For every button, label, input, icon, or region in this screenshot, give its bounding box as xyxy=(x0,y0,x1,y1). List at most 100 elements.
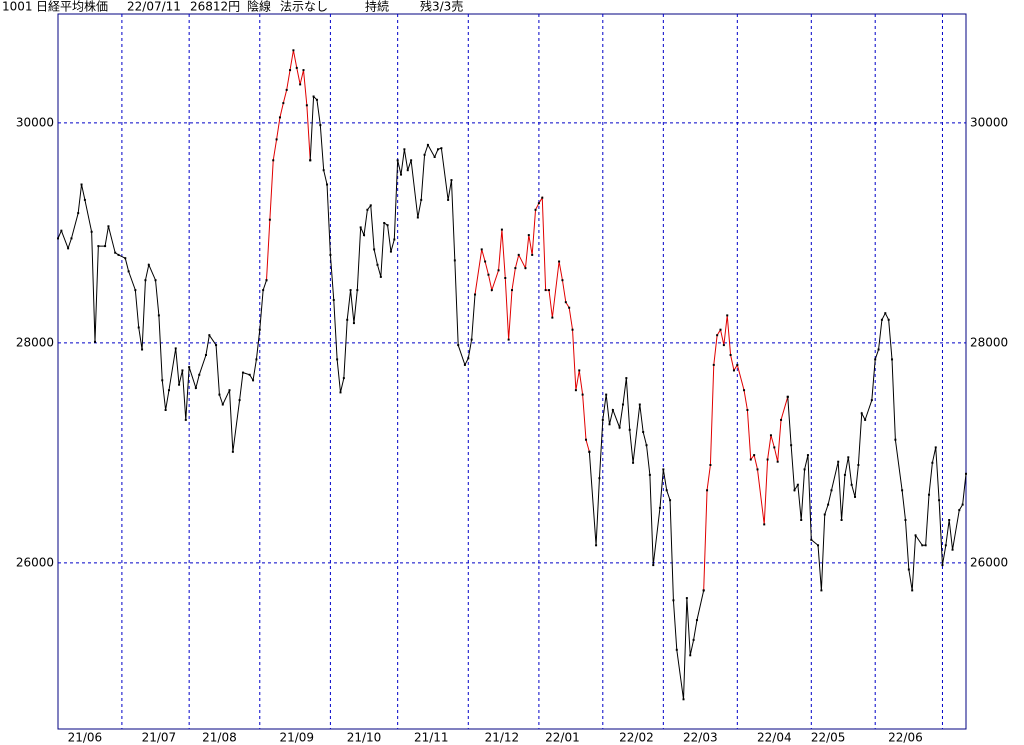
price-point xyxy=(763,523,766,526)
price-point xyxy=(658,506,661,509)
price-point xyxy=(921,544,924,547)
price-point xyxy=(299,83,302,86)
price-point xyxy=(884,312,887,315)
price-point xyxy=(638,403,641,406)
price-point xyxy=(561,279,564,282)
price-point xyxy=(204,354,207,356)
price-point xyxy=(823,513,826,516)
price-point xyxy=(524,267,527,270)
price-point xyxy=(941,564,944,567)
price-point xyxy=(928,493,931,496)
price-point xyxy=(292,49,295,52)
price-point xyxy=(911,589,914,592)
price-point xyxy=(470,338,473,341)
price-point xyxy=(147,263,150,266)
x-tick-label: 22/02 xyxy=(619,731,654,745)
price-point xyxy=(346,318,349,321)
price-point xyxy=(117,253,120,256)
price-point xyxy=(904,519,907,521)
price-point xyxy=(339,391,342,394)
price-point xyxy=(531,253,534,256)
price-point xyxy=(137,326,140,329)
price-point xyxy=(544,289,547,292)
price-point xyxy=(541,196,544,199)
price-point xyxy=(675,648,678,651)
y-tick-label: 30000 xyxy=(16,115,54,129)
price-point xyxy=(864,418,867,421)
price-point xyxy=(504,277,507,279)
price-point xyxy=(887,318,890,321)
price-point xyxy=(268,218,271,221)
price-point xyxy=(880,318,883,321)
price-point xyxy=(527,234,530,237)
y-tick-label: 26000 xyxy=(16,555,54,569)
x-tick-label: 21/12 xyxy=(485,731,520,745)
price-point xyxy=(581,393,584,396)
price-point xyxy=(618,426,621,429)
price-point xyxy=(551,316,554,319)
price-point xyxy=(830,489,833,492)
x-tick-label: 22/04 xyxy=(757,731,792,745)
price-point xyxy=(517,253,520,256)
price-point xyxy=(874,358,877,361)
price-point xyxy=(194,387,197,389)
price-line xyxy=(309,95,476,393)
price-point xyxy=(756,468,759,471)
price-point xyxy=(854,495,857,498)
price-point xyxy=(746,409,749,411)
price-point xyxy=(349,289,352,292)
price-point xyxy=(514,267,517,270)
price-point xyxy=(840,519,843,521)
price-point xyxy=(265,279,268,282)
price-point xyxy=(692,638,695,641)
price-point xyxy=(416,216,419,219)
price-point xyxy=(457,344,460,347)
price-point xyxy=(487,273,490,276)
price-point xyxy=(440,147,443,150)
price-point xyxy=(278,116,281,119)
price-line xyxy=(57,184,267,452)
price-point xyxy=(800,519,803,521)
price-point xyxy=(648,473,651,476)
price-point xyxy=(248,373,251,376)
price-point xyxy=(857,464,860,466)
price-point xyxy=(776,460,779,463)
price-point xyxy=(336,358,339,361)
price-point xyxy=(796,483,799,486)
price-point xyxy=(850,483,853,486)
price-point xyxy=(598,477,601,480)
price-point xyxy=(60,229,63,232)
price-point xyxy=(114,251,117,254)
price-point xyxy=(352,322,355,325)
price-point xyxy=(342,377,345,380)
price-point xyxy=(601,418,604,421)
title-part: 26812円 xyxy=(190,0,240,14)
price-point xyxy=(769,434,772,437)
price-point xyxy=(961,503,964,506)
plot-frame xyxy=(57,13,967,730)
price-point xyxy=(685,597,688,600)
price-point xyxy=(500,228,503,231)
price-point xyxy=(356,289,359,292)
x-tick-label: 22/06 xyxy=(888,731,923,745)
price-point xyxy=(669,499,672,502)
price-point xyxy=(463,363,466,366)
price-point xyxy=(914,534,917,537)
price-point xyxy=(255,358,258,361)
price-point xyxy=(860,412,863,415)
price-point xyxy=(806,454,809,457)
price-point xyxy=(410,159,413,162)
price-point xyxy=(490,289,493,292)
price-point xyxy=(480,248,483,251)
price-point xyxy=(83,198,86,201)
x-tick-label: 21/08 xyxy=(202,731,237,745)
price-point xyxy=(161,379,164,382)
title-part: 陰線 xyxy=(247,0,271,14)
price-point xyxy=(944,544,947,547)
price-point xyxy=(184,418,187,421)
price-point xyxy=(891,358,894,361)
price-point xyxy=(595,544,598,547)
price-point xyxy=(181,369,184,372)
price-point xyxy=(386,224,389,227)
title-part: 法示なし xyxy=(280,0,328,14)
